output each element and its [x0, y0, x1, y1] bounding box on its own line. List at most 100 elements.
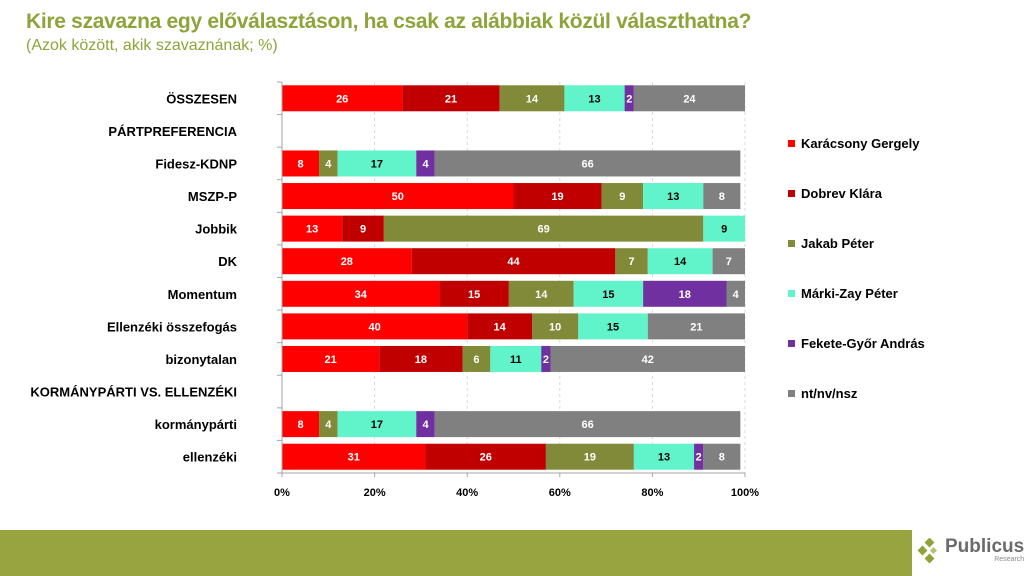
bar-segment: [434, 411, 741, 438]
bar-segment: [545, 443, 634, 470]
bar-segment: [319, 411, 338, 438]
bar-segment: [379, 345, 463, 372]
data-label: 19: [584, 452, 596, 464]
data-label: 15: [607, 321, 619, 333]
data-label: 8: [297, 419, 303, 431]
data-label: 4: [422, 419, 429, 431]
bar-segment: [467, 313, 533, 340]
bar-segment: [643, 280, 727, 307]
category-label: kormánypárti: [155, 417, 237, 432]
bar-segment: [508, 280, 574, 307]
bar-segment: [383, 215, 704, 242]
category-label: ellenzéki: [183, 450, 237, 465]
legend-item: Jakab Péter: [788, 218, 925, 268]
data-label: 24: [683, 93, 696, 105]
legend-swatch: [788, 189, 795, 197]
bar-segment: [425, 443, 546, 470]
x-tick-label: 60%: [549, 487, 571, 499]
bar-segment: [282, 411, 320, 438]
data-label: 66: [581, 158, 593, 170]
bar-segment: [411, 248, 616, 275]
publicus-logo: Publicus Research: [916, 537, 1024, 564]
data-label: 4: [325, 158, 332, 170]
bar-segment: [490, 345, 542, 372]
data-label: 13: [588, 93, 600, 105]
bar-segment: [647, 248, 713, 275]
data-label: 7: [629, 256, 635, 268]
bar-segment: [615, 248, 648, 275]
legend-item: Márki-Zay Péter: [788, 268, 925, 318]
bar-segment: [541, 345, 551, 372]
bar-segment: [282, 313, 468, 340]
bar-segment: [319, 150, 338, 177]
legend-swatch: [788, 339, 795, 347]
chart-title: Kire szavazna egy előválasztáson, ha csa…: [26, 10, 752, 33]
legend: Karácsony Gergely Dobrev Klára Jakab Péter…: [788, 118, 925, 418]
category-label: DK: [218, 254, 237, 269]
data-label: 13: [658, 452, 670, 464]
bar-segment: [633, 443, 695, 470]
bar-segment: [550, 345, 745, 372]
data-label: 34: [355, 289, 368, 301]
bar-segment: [578, 313, 648, 340]
bar-segment: [402, 85, 500, 112]
chart-subtitle: (Azok között, akik szavaznának; %): [26, 37, 278, 54]
category-label: ÖSSZESEN: [166, 91, 237, 106]
data-label: 2: [696, 452, 702, 464]
category-label: PÁRTPREFERENCIA: [108, 124, 237, 139]
data-label: 69: [537, 224, 549, 236]
legend-swatch: [788, 139, 795, 147]
data-label: 21: [324, 354, 336, 366]
bar-segment: [282, 215, 343, 242]
legend-label: Fekete-Győr András: [801, 335, 925, 351]
bar-segment: [564, 85, 625, 112]
data-label: 66: [581, 419, 593, 431]
bar-segment: [439, 280, 509, 307]
x-tick-label: 100%: [731, 487, 759, 499]
bar-segment: [434, 150, 741, 177]
bar-segment: [712, 248, 745, 275]
bar-segment: [337, 150, 417, 177]
legend-item: Fekete-Győr András: [788, 318, 925, 368]
data-label: 40: [368, 321, 380, 333]
data-label: 18: [679, 289, 691, 301]
data-label: 21: [690, 321, 702, 333]
data-label: 4: [325, 419, 332, 431]
publicus-diamond-icon: [917, 538, 938, 564]
data-label: 9: [619, 191, 625, 203]
bar-segment: [601, 183, 644, 210]
data-label: 17: [371, 419, 383, 431]
data-label: 14: [493, 321, 506, 333]
data-label: 6: [473, 354, 479, 366]
bar-segment: [532, 313, 579, 340]
data-label: 15: [602, 289, 614, 301]
data-label: 2: [626, 93, 632, 105]
data-label: 4: [422, 158, 429, 170]
bar-segment: [703, 215, 745, 242]
bar-segment: [573, 280, 644, 307]
category-label: bizonytalan: [165, 352, 237, 367]
data-label: 19: [551, 191, 563, 203]
data-label: 42: [642, 354, 654, 366]
legend-item: nt/nv/nsz: [788, 368, 925, 418]
footer-bar: [0, 530, 912, 576]
bar-segment: [633, 85, 745, 112]
bar-segment: [282, 280, 440, 307]
bar-segment: [726, 280, 745, 307]
bar-segment: [647, 313, 745, 340]
data-label: 44: [507, 256, 520, 268]
category-label: MSZP-P: [188, 189, 237, 204]
legend-item: Karácsony Gergely: [788, 118, 925, 168]
bar-segment: [337, 411, 417, 438]
data-label: 8: [719, 191, 725, 203]
bar-segment: [282, 150, 320, 177]
data-label: 14: [535, 289, 548, 301]
data-label: 21: [445, 93, 457, 105]
legend-label: Márki-Zay Péter: [801, 285, 898, 301]
x-tick-labels: 0% 20% 40% 60% 80% 100%: [274, 487, 759, 499]
legend-swatch: [788, 289, 795, 297]
bar-segment: [282, 248, 412, 275]
data-label: 26: [480, 452, 492, 464]
